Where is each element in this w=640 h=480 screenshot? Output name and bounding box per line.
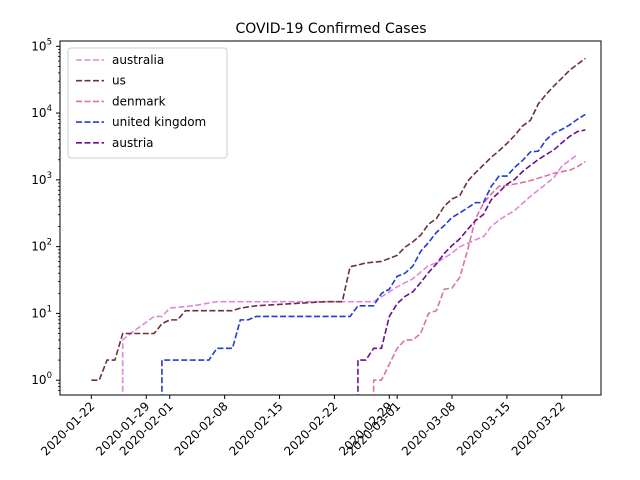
x-tick-label: 2020-01-22 [38, 399, 97, 458]
series-line-united-kingdom [161, 113, 586, 395]
legend: australia us denmark united kingdom austria [67, 47, 228, 159]
plot-frame [59, 40, 602, 396]
legend-label: us [112, 74, 126, 88]
x-tick-label: 2020-03-15 [454, 399, 513, 458]
y-axis: 100 101 102 103 104 105 [31, 37, 60, 391]
series-line-austria [357, 129, 586, 395]
legend-label: united kingdom [112, 115, 206, 129]
legend-box [67, 47, 228, 159]
x-tick-label: 2020-02-08 [172, 399, 231, 458]
y-tick-label: 104 [31, 104, 52, 120]
legend-label: austria [112, 136, 154, 150]
y-tick-label: 101 [31, 304, 52, 320]
x-axis: 2020-01-222020-01-292020-02-012020-02-08… [38, 395, 568, 458]
series-line-us [91, 57, 586, 381]
x-tick-label: 2020-02-15 [226, 399, 285, 458]
y-tick-label: 103 [31, 171, 52, 187]
y-tick-label: 100 [31, 371, 52, 387]
series-line-denmark [372, 160, 586, 395]
x-tick-label: 2020-03-08 [399, 399, 458, 458]
y-tick-label: 105 [31, 37, 52, 53]
y-tick-label: 102 [31, 238, 52, 254]
chart-title: COVID-19 Confirmed Cases [235, 21, 426, 37]
x-tick-label: 2020-03-22 [509, 399, 568, 458]
legend-label: denmark [112, 94, 166, 108]
series-line-australia [121, 153, 578, 395]
x-tick-label: 2020-03-01 [344, 399, 403, 458]
x-tick-label: 2020-02-22 [281, 399, 340, 458]
legend-label: australia [112, 53, 164, 67]
